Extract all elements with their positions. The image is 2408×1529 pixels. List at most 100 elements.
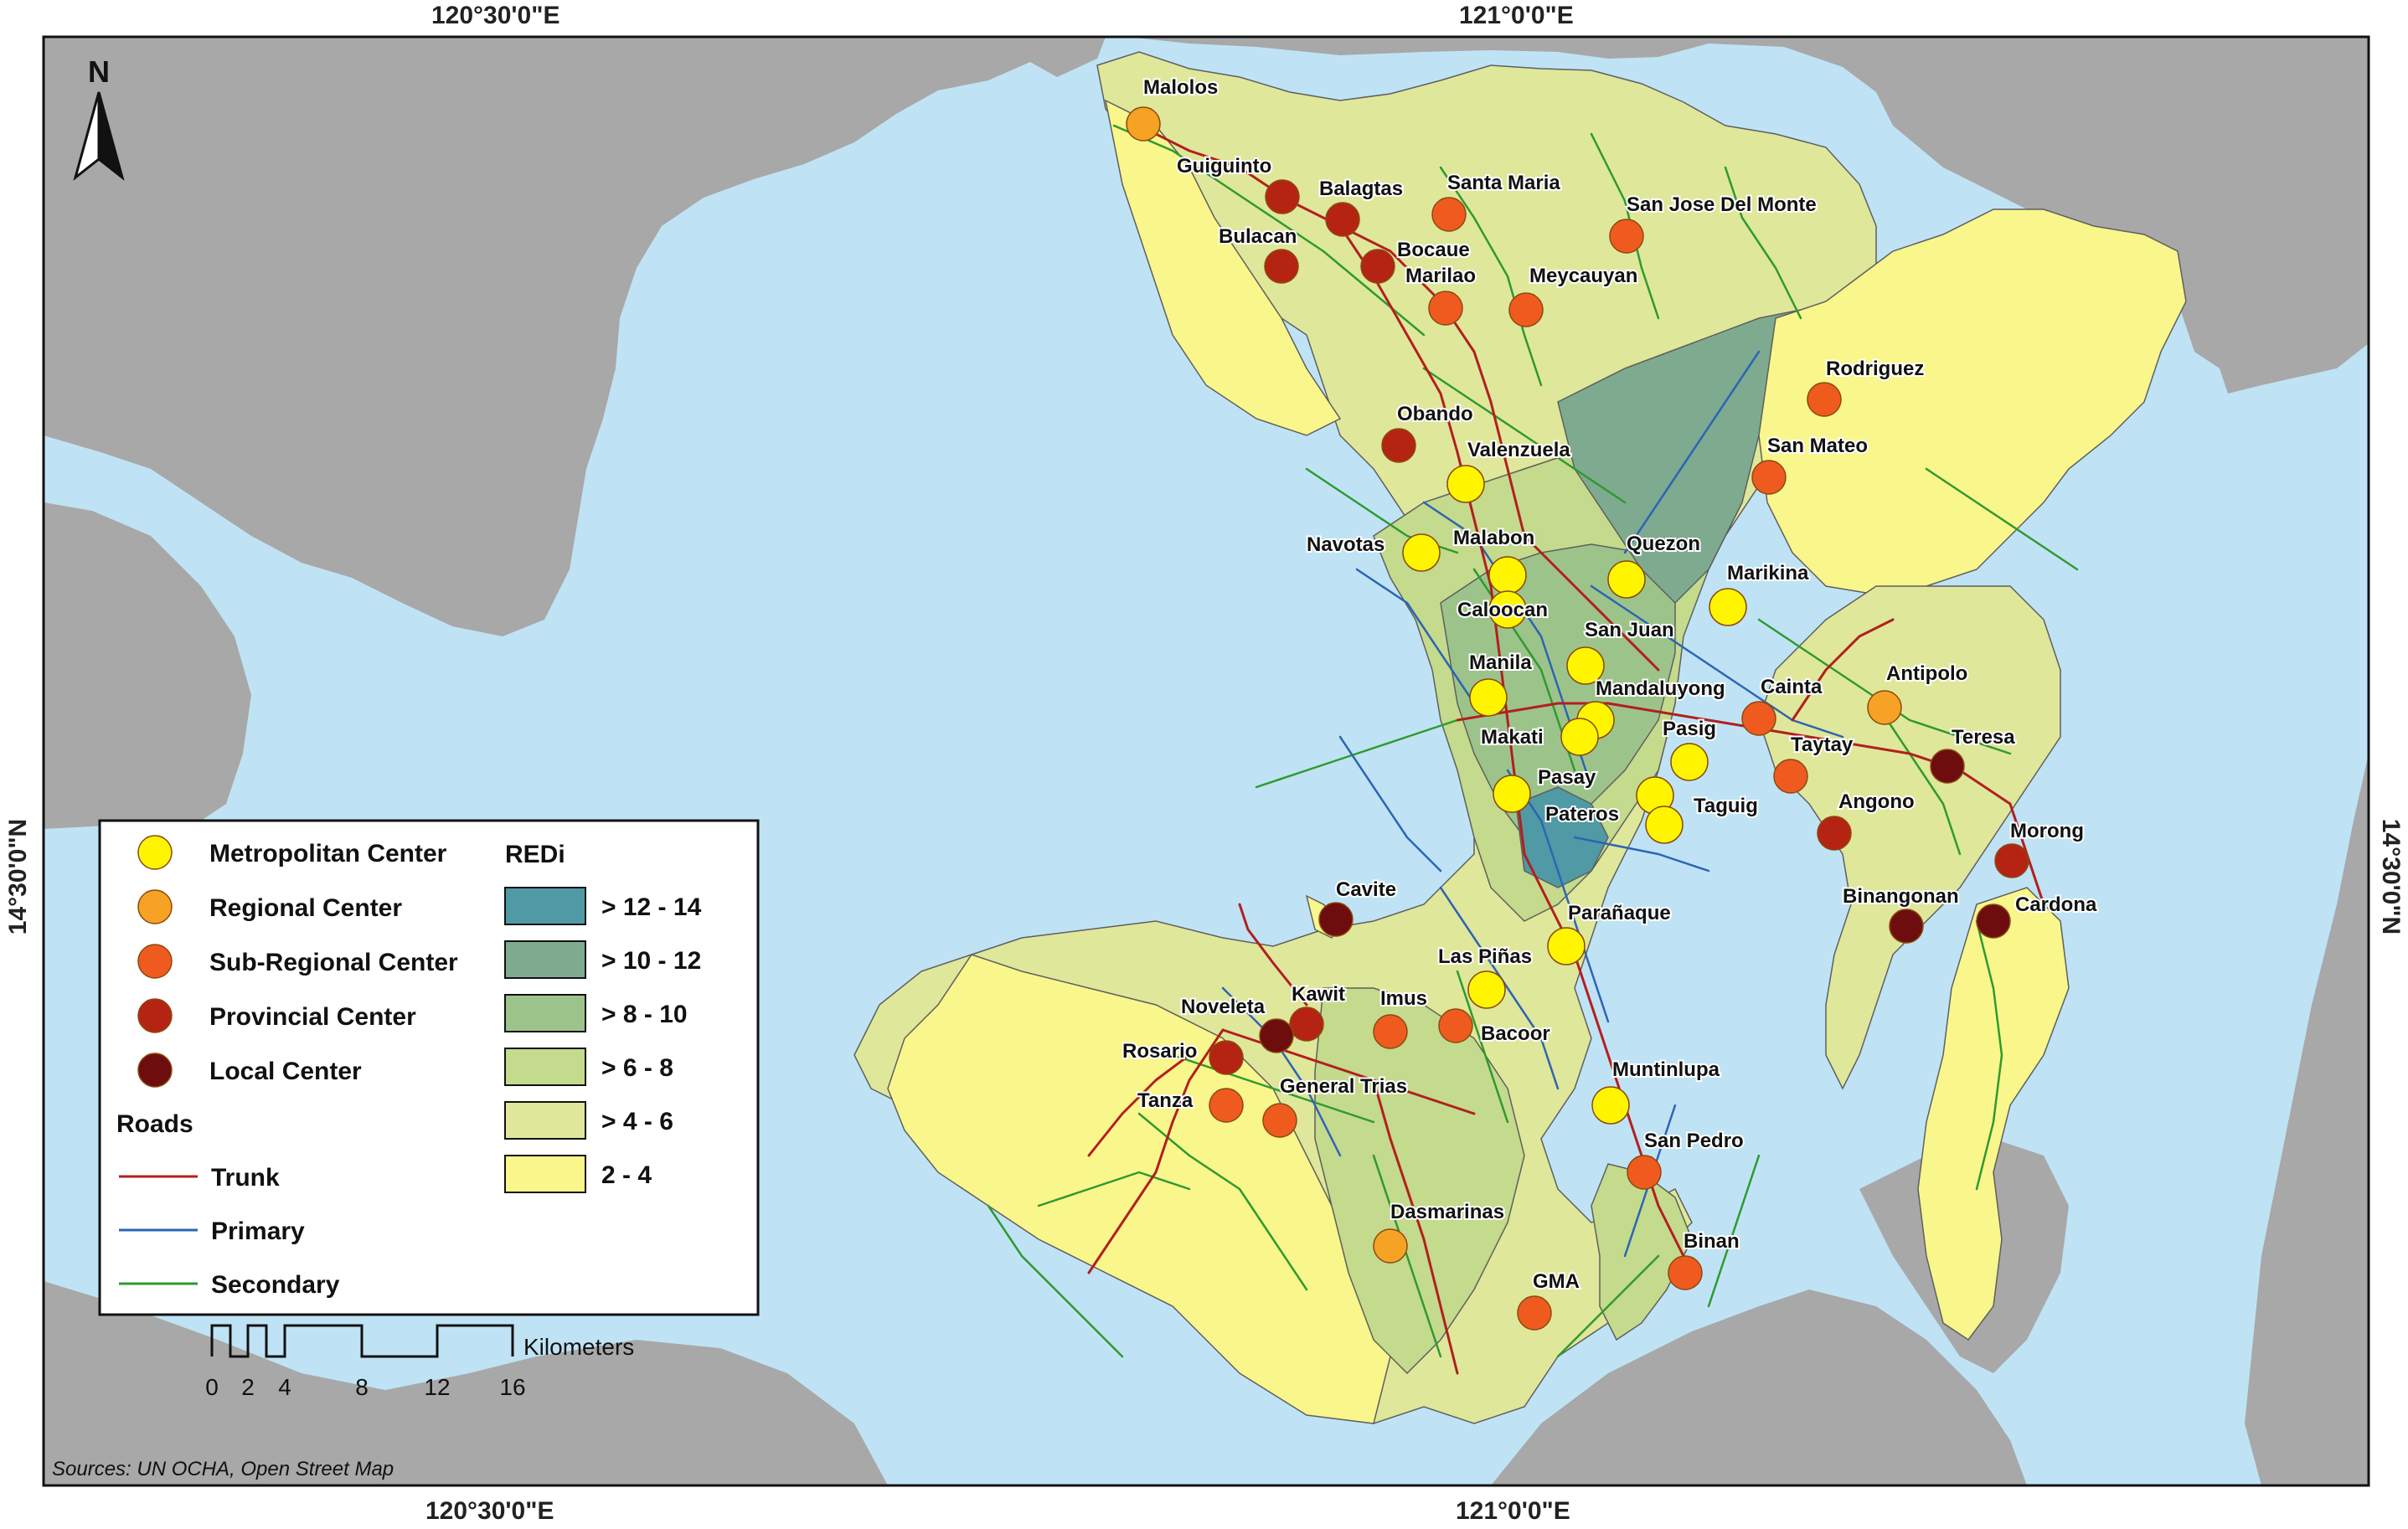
center-marker[interactable] <box>1930 749 1965 784</box>
center-las-pinas[interactable]: Las Piñas <box>1436 944 1534 1009</box>
center-pasay[interactable]: Pasay <box>1493 764 1598 813</box>
center-marker[interactable] <box>1889 909 1924 944</box>
center-dasmarinas[interactable]: Dasmarinas <box>1373 1199 1506 1264</box>
center-marker[interactable] <box>1773 759 1808 794</box>
center-cainta[interactable]: Cainta <box>1741 674 1824 736</box>
center-marker[interactable] <box>1547 927 1586 965</box>
center-malolos[interactable]: Malolos <box>1126 75 1219 142</box>
center-marilao[interactable]: Marilao <box>1404 263 1477 326</box>
center-obando[interactable]: Obando <box>1381 401 1475 463</box>
center-marker[interactable] <box>1607 560 1646 599</box>
center-pasig[interactable]: Pasig <box>1661 716 1718 781</box>
center-marker[interactable] <box>1751 460 1787 495</box>
center-marker[interactable] <box>1645 806 1684 844</box>
center-angono[interactable]: Angono <box>1817 789 1916 851</box>
center-label: Cardona <box>2015 893 2097 916</box>
center-marker[interactable] <box>1325 202 1360 237</box>
center-binan[interactable]: Binan <box>1668 1228 1741 1290</box>
center-meycauyan[interactable]: Meycauyan <box>1508 263 1639 327</box>
center-bulacan[interactable]: Bulacan <box>1217 224 1299 284</box>
center-marker[interactable] <box>1259 1018 1294 1053</box>
center-gma[interactable]: GMA <box>1517 1269 1581 1331</box>
center-tanza[interactable]: Tanza <box>1136 1088 1244 1123</box>
center-morong[interactable]: Morong <box>1994 818 2086 878</box>
center-marker[interactable] <box>1508 292 1544 327</box>
center-marker[interactable] <box>1126 106 1161 142</box>
center-marker[interactable] <box>1741 701 1776 736</box>
legend-symbol <box>137 889 173 924</box>
center-bocaue[interactable]: Bocaue <box>1360 237 1472 284</box>
center-marker[interactable] <box>1627 1155 1662 1190</box>
center-quezon[interactable]: Quezon <box>1607 531 1702 599</box>
center-marker[interactable] <box>1373 1228 1408 1264</box>
center-marker[interactable] <box>1360 249 1395 284</box>
center-rodriguez[interactable]: Rodriguez <box>1807 356 1926 417</box>
center-marker[interactable] <box>1709 588 1747 626</box>
center-marker[interactable] <box>1817 816 1852 851</box>
center-marker[interactable] <box>1262 1103 1297 1138</box>
center-marker[interactable] <box>1488 590 1527 629</box>
center-marker[interactable] <box>1807 382 1842 417</box>
center-marker[interactable] <box>1469 678 1508 717</box>
center-label: Tanza <box>1137 1089 1194 1112</box>
center-marker[interactable] <box>1265 179 1300 214</box>
center-san-pedro[interactable]: San Pedro <box>1627 1128 1745 1190</box>
legend-box <box>98 819 760 1316</box>
center-cavite[interactable]: Cavite <box>1318 877 1398 937</box>
center-marker[interactable] <box>1867 690 1902 725</box>
center-marker[interactable] <box>1976 904 2011 939</box>
center-paranaque[interactable]: Parañaque <box>1547 900 1673 965</box>
center-marker[interactable] <box>1209 1088 1244 1123</box>
center-rosario[interactable]: Rosario <box>1121 1038 1244 1075</box>
center-antipolo[interactable]: Antipolo <box>1867 661 1969 725</box>
center-marker[interactable] <box>1209 1040 1244 1075</box>
center-marker[interactable] <box>1517 1295 1552 1331</box>
center-marker[interactable] <box>1318 902 1354 937</box>
center-teresa[interactable]: Teresa <box>1930 724 2017 784</box>
center-marikina[interactable]: Marikina <box>1709 560 1811 626</box>
center-marker[interactable] <box>1566 646 1605 685</box>
center-kawit[interactable]: Kawit <box>1289 981 1347 1042</box>
center-marker[interactable] <box>1428 291 1463 326</box>
center-binangonan[interactable]: Binangonan <box>1841 883 1961 944</box>
center-marker[interactable] <box>1668 1255 1703 1290</box>
center-taytay[interactable]: Taytay <box>1773 732 1855 794</box>
center-noveleta[interactable]: Noveleta <box>1179 994 1294 1053</box>
center-manila[interactable]: Manila <box>1467 650 1534 717</box>
center-marker[interactable] <box>1438 1008 1473 1043</box>
center-marker[interactable] <box>1994 843 2029 878</box>
center-marker[interactable] <box>1264 249 1299 284</box>
center-marker[interactable] <box>1402 533 1441 572</box>
center-bacoor[interactable]: Bacoor <box>1438 1008 1552 1047</box>
center-general-trias[interactable]: General Trias <box>1262 1073 1409 1138</box>
center-marker[interactable] <box>1488 556 1527 595</box>
center-pateros[interactable]: Pateros <box>1544 776 1674 827</box>
center-muntinlupa[interactable]: Muntinlupa <box>1591 1057 1722 1125</box>
center-malabon[interactable]: Malabon <box>1452 525 1536 595</box>
center-san-mateo[interactable]: San Mateo <box>1751 433 1869 495</box>
center-marker[interactable] <box>1591 1086 1630 1125</box>
center-makati[interactable]: Makati <box>1479 718 1599 756</box>
center-cardona[interactable]: Cardona <box>1976 892 2099 939</box>
center-guiguinto[interactable]: Guiguinto <box>1175 153 1300 214</box>
center-santa-maria[interactable]: Santa Maria <box>1431 170 1562 232</box>
center-imus[interactable]: Imus <box>1373 986 1429 1049</box>
center-san-jose-del-monte[interactable]: San Jose Del Monte <box>1609 192 1818 254</box>
center-mandaluyong[interactable]: Mandaluyong <box>1576 676 1727 739</box>
center-navotas[interactable]: Navotas <box>1305 532 1441 572</box>
center-taguig[interactable]: Taguig <box>1645 793 1760 844</box>
center-marker[interactable] <box>1431 197 1467 232</box>
center-marker[interactable] <box>1467 970 1506 1009</box>
center-marker[interactable] <box>1446 465 1485 503</box>
center-san-juan[interactable]: San Juan <box>1566 617 1676 685</box>
center-marker[interactable] <box>1289 1006 1324 1042</box>
center-marker[interactable] <box>1609 219 1644 254</box>
center-caloocan[interactable]: Caloocan <box>1456 590 1549 629</box>
center-valenzuela[interactable]: Valenzuela <box>1446 437 1572 503</box>
center-marker[interactable] <box>1560 718 1599 756</box>
center-marker[interactable] <box>1670 743 1709 781</box>
center-balagtas[interactable]: Balagtas <box>1317 176 1405 237</box>
center-marker[interactable] <box>1381 428 1416 463</box>
center-marker[interactable] <box>1493 775 1531 813</box>
center-marker[interactable] <box>1373 1014 1408 1049</box>
